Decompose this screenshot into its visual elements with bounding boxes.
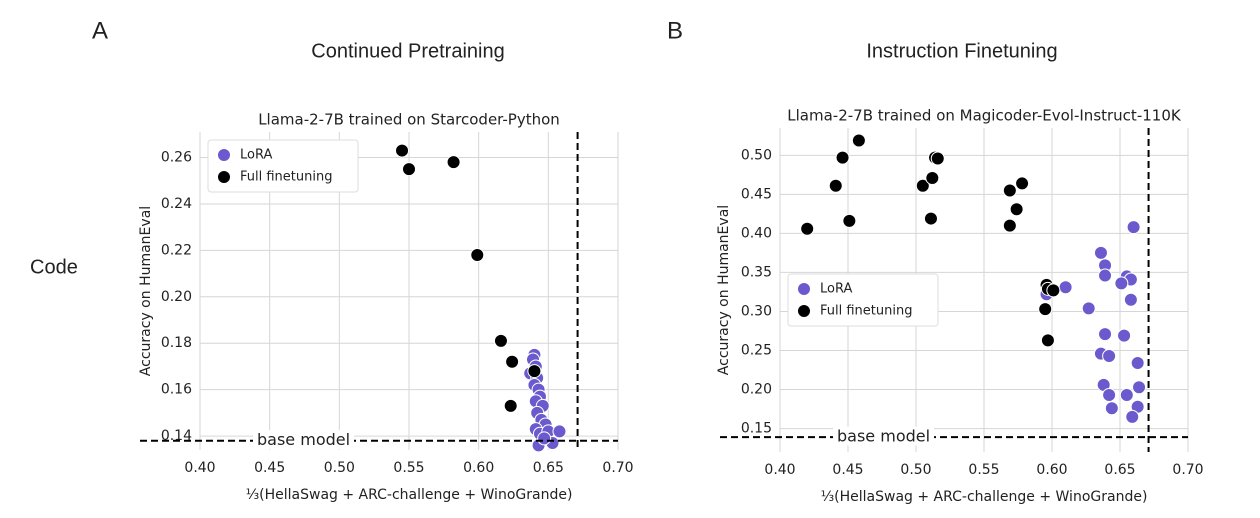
scatter-point xyxy=(835,150,850,165)
legend-marker xyxy=(217,170,231,184)
y-tick-label: 0.35 xyxy=(741,264,772,280)
x-tick-label: 0.65 xyxy=(1104,462,1135,478)
chart-title: Llama-2-7B trained on Starcoder-Python xyxy=(258,111,560,129)
y-tick-label: 0.24 xyxy=(161,196,192,212)
scatter-point xyxy=(1104,401,1119,416)
panel-letter: B xyxy=(667,17,683,44)
scatter-point xyxy=(470,248,485,263)
annotation: base model xyxy=(837,427,930,446)
legend-box xyxy=(207,139,359,193)
scatter-point xyxy=(1102,348,1117,363)
scatter-point xyxy=(527,364,542,379)
y-tick-label: 0.20 xyxy=(161,289,192,305)
scatter-point xyxy=(1119,388,1134,403)
legend-label: Full finetuning xyxy=(240,170,332,185)
legend-marker xyxy=(797,304,811,318)
panel-letter: A xyxy=(92,17,108,44)
y-tick-label: 0.50 xyxy=(741,147,772,163)
scatter-point xyxy=(1046,283,1061,298)
scatter-point xyxy=(1130,355,1145,370)
scatter-point xyxy=(552,424,567,439)
scatter-point xyxy=(537,431,552,446)
scatter-point xyxy=(1117,328,1132,343)
row-label: Code xyxy=(30,256,78,278)
x-tick-label: 0.55 xyxy=(968,462,999,478)
x-tick-label: 0.60 xyxy=(463,460,494,476)
x-tick-label: 0.60 xyxy=(1036,462,1067,478)
scatter-point xyxy=(1098,268,1113,283)
y-tick-label: 0.20 xyxy=(741,382,772,398)
scatter-point xyxy=(1126,220,1141,235)
scatter-point xyxy=(1102,388,1117,403)
scatter-point xyxy=(1114,276,1129,291)
y-tick-label: 0.16 xyxy=(161,382,192,398)
legend-label: Full finetuning xyxy=(820,304,912,319)
legend-label: LoRA xyxy=(820,282,852,297)
scatter-point xyxy=(1015,176,1030,191)
scatter-point xyxy=(1098,327,1113,342)
annotation-bg xyxy=(253,430,355,450)
scatter-point xyxy=(493,333,508,348)
scatter-point xyxy=(842,213,857,228)
x-tick-label: 0.50 xyxy=(900,462,931,478)
legend-marker xyxy=(217,148,231,162)
scatter-point xyxy=(1002,183,1017,198)
scatter-point xyxy=(1125,409,1140,424)
scatter-point xyxy=(402,162,416,177)
scatter-point xyxy=(1002,218,1017,233)
scatter-point xyxy=(1009,202,1024,217)
scatter-point xyxy=(1040,333,1055,348)
scatter-point xyxy=(851,133,866,148)
y-axis-label: Accuracy on HumanEval xyxy=(138,206,154,376)
y-axis-label: Accuracy on HumanEval xyxy=(716,205,732,375)
y-tick-label: 0.15 xyxy=(741,421,772,437)
y-tick-label: 0.45 xyxy=(741,186,772,202)
x-axis-label: ⅓(HellaSwag + ARC-challenge + WinoGrande… xyxy=(821,489,1148,505)
scatter-point xyxy=(923,211,938,226)
scatter-point xyxy=(395,143,410,158)
scatter-point xyxy=(1038,302,1053,317)
x-tick-label: 0.50 xyxy=(324,460,355,476)
y-tick-label: 0.18 xyxy=(161,335,192,351)
scatter-point xyxy=(925,170,940,185)
x-tick-label: 0.40 xyxy=(764,462,795,478)
scatter-point xyxy=(828,178,843,193)
scatter-point xyxy=(800,221,815,236)
x-tick-label: 0.65 xyxy=(533,460,564,476)
y-tick-label: 0.22 xyxy=(161,242,192,258)
legend-label: LoRA xyxy=(240,148,272,163)
panel-heading: Continued Pretraining xyxy=(311,40,504,62)
legend-marker xyxy=(797,282,811,296)
x-tick-label: 0.70 xyxy=(602,460,633,476)
scatter-point xyxy=(505,354,520,369)
x-tick-label: 0.45 xyxy=(832,462,863,478)
x-tick-label: 0.45 xyxy=(254,460,285,476)
scatter-point xyxy=(1123,292,1138,307)
y-tick-label: 0.30 xyxy=(741,303,772,319)
scatter-point xyxy=(915,178,930,193)
chart-title: Llama-2-7B trained on Magicoder-Evol-Ins… xyxy=(787,107,1182,125)
scatter-point xyxy=(1081,301,1096,316)
scatter-point xyxy=(446,155,461,170)
y-tick-label: 0.25 xyxy=(741,343,772,359)
scatter-point xyxy=(503,398,518,413)
scatter-point xyxy=(1058,280,1073,295)
x-tick-label: 0.70 xyxy=(1172,462,1203,478)
y-tick-label: 0.26 xyxy=(161,150,192,166)
scatter-point xyxy=(1132,380,1147,395)
panel-heading: Instruction Finetuning xyxy=(866,40,1057,62)
legend-box xyxy=(787,273,939,327)
annotation-bg xyxy=(833,426,935,446)
y-tick-label: 0.40 xyxy=(741,225,772,241)
x-axis-label: ⅓(HellaSwag + ARC-challenge + WinoGrande… xyxy=(246,487,573,503)
x-tick-label: 0.40 xyxy=(184,460,215,476)
annotation: base model xyxy=(257,430,350,449)
scatter-point xyxy=(1093,245,1108,260)
x-tick-label: 0.55 xyxy=(393,460,424,476)
scatter-point xyxy=(930,151,945,166)
